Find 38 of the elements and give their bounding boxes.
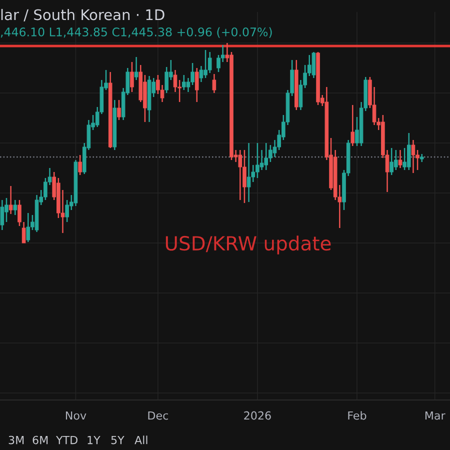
annotation: USD/KRW update: [166, 236, 331, 254]
candlestick: [182, 74, 186, 91]
candlestick: [406, 132, 411, 171]
text: 6M: [32, 436, 48, 444]
candlestick: [350, 104, 355, 147]
candlestick: [78, 154, 82, 176]
candlestick: [246, 142, 251, 203]
candlestick: [130, 61, 134, 93]
candlestick: [134, 56, 138, 81]
text: All: [134, 436, 148, 444]
chart-title: lar / South Korean · 1D: [1, 8, 164, 22]
x-tick-label: 2026: [244, 411, 271, 420]
candlestick: [26, 212, 30, 243]
candlestick: [264, 142, 268, 171]
x-tick-label: Nov: [66, 411, 86, 420]
candlestick: [194, 67, 199, 103]
candlestick: [212, 73, 216, 94]
candlestick: [411, 139, 416, 174]
candlestick: [173, 69, 178, 93]
text: 3M: [8, 436, 24, 444]
candlestick: [238, 149, 242, 201]
candlestick: [13, 199, 18, 216]
x-tick-label: Dec: [148, 411, 168, 420]
x-tick-label: Mar: [425, 411, 446, 420]
x-tick-label: Feb: [348, 411, 366, 420]
candlestick: [18, 199, 22, 227]
candlestick: [199, 65, 204, 83]
candlestick: [8, 185, 13, 215]
text: 1Y: [88, 436, 100, 444]
candlestick: [312, 51, 316, 79]
candlestick: [208, 51, 212, 74]
candlestick: [0, 199, 4, 231]
text: YTD: [56, 436, 78, 444]
candlestick: [260, 149, 264, 171]
text: 5Y: [111, 436, 124, 444]
candlestick: [398, 149, 402, 169]
candlestick: [117, 99, 121, 121]
chart-subtitle: ,446.10 L1,443.85 C1,445.38 +0.96 (+0.07%): [0, 27, 272, 38]
